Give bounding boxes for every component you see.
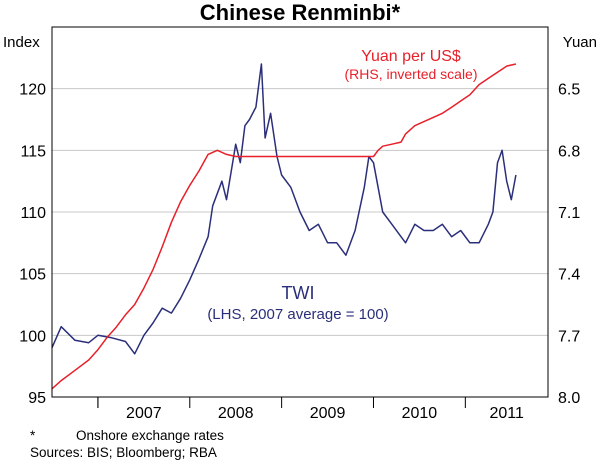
right-tick-label: 7.4 <box>558 267 580 284</box>
footnote-text: Onshore exchange rates <box>76 428 224 443</box>
right-axis-label: Yuan <box>563 34 597 51</box>
twi-series-note: (LHS, 2007 average = 100) <box>207 306 388 323</box>
x-tick-label: 2011 <box>489 405 524 422</box>
left-tick-labels: 95 100 105 110 115 120 <box>19 82 46 407</box>
right-tick-label: 7.7 <box>558 328 580 345</box>
right-tick-label: 8.0 <box>558 390 580 407</box>
left-tick-label: 120 <box>19 82 46 99</box>
right-tick-labels: 6.5 6.8 7.1 7.4 7.7 8.0 <box>558 82 580 407</box>
sources-text: Sources: BIS; Bloomberg; RBA <box>30 445 217 460</box>
x-tick-label: 2010 <box>402 405 438 422</box>
year-dividers <box>97 397 466 408</box>
right-tick-label: 7.1 <box>558 205 580 222</box>
yuan-series-label: Yuan per US$ <box>361 48 461 65</box>
series-layer <box>51 63 517 390</box>
yuan-series-note: (RHS, inverted scale) <box>344 66 477 82</box>
twi-line <box>51 63 517 355</box>
left-axis-label: Index <box>3 34 40 51</box>
left-tick-label: 95 <box>28 390 46 407</box>
x-tick-label: 2008 <box>218 405 254 422</box>
chart-title: Chinese Renminbi* <box>200 0 401 25</box>
right-tick-label: 6.8 <box>558 143 580 160</box>
footnote-star: * <box>30 428 36 443</box>
left-tick-label: 100 <box>19 328 46 345</box>
left-tick-label: 115 <box>20 143 46 160</box>
plot-frame <box>51 26 549 398</box>
right-tick-label: 6.5 <box>558 82 580 99</box>
left-tick-label: 105 <box>19 267 46 284</box>
yuan-line <box>51 63 517 390</box>
x-tick-labels: 2007 2008 2009 2010 2011 <box>126 405 524 422</box>
x-tick-label: 2009 <box>310 405 346 422</box>
left-tick-label: 110 <box>20 205 46 222</box>
x-tick-label: 2007 <box>126 405 162 422</box>
twi-series-label: TWI <box>282 283 315 303</box>
